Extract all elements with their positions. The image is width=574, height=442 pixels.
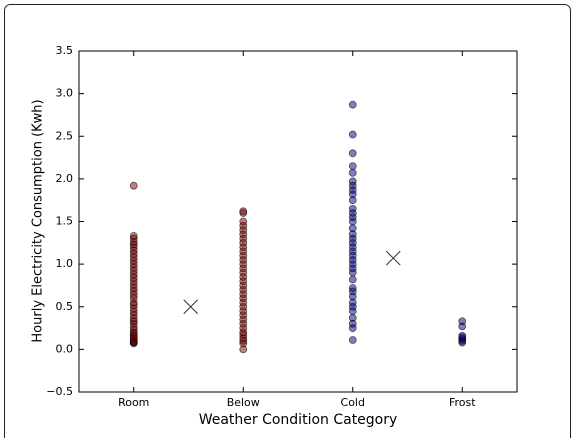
x-marker bbox=[183, 299, 199, 315]
y-tick-label: 3.5 bbox=[56, 44, 74, 57]
y-tick-label: 2.5 bbox=[56, 129, 74, 142]
y-tick-label: 0.5 bbox=[56, 300, 74, 313]
y-tick-label: 1.5 bbox=[56, 215, 74, 228]
point bbox=[458, 331, 467, 340]
x-tick-label: Cold bbox=[341, 396, 365, 409]
x-tick-label: Room bbox=[118, 396, 149, 409]
point bbox=[348, 162, 357, 170]
point bbox=[348, 204, 357, 213]
point bbox=[348, 177, 357, 186]
y-tick-label: −0.5 bbox=[46, 385, 73, 398]
x-tick-label: Below bbox=[227, 396, 260, 409]
y-tick-label: 2.0 bbox=[56, 172, 74, 185]
point bbox=[239, 207, 248, 216]
x-axis-label: Weather Condition Category bbox=[199, 412, 398, 428]
point bbox=[348, 313, 357, 322]
point bbox=[348, 100, 357, 109]
point bbox=[348, 275, 357, 284]
y-tick-label: 3.0 bbox=[56, 87, 74, 100]
point bbox=[348, 169, 357, 177]
point bbox=[129, 232, 138, 240]
point bbox=[348, 149, 357, 158]
point bbox=[348, 224, 357, 233]
frame bbox=[4, 4, 571, 442]
point bbox=[348, 336, 357, 344]
point bbox=[348, 130, 357, 139]
x-tick-label: Frost bbox=[449, 396, 476, 409]
point bbox=[129, 181, 138, 190]
point bbox=[458, 317, 467, 326]
y-axis-label: Hourly Electricity Consumption (Kwh) bbox=[31, 99, 46, 342]
point bbox=[348, 284, 357, 292]
point bbox=[239, 217, 248, 226]
y-tick-label: 1.0 bbox=[56, 257, 74, 270]
x-marker bbox=[385, 250, 401, 266]
y-tick-label: 0.0 bbox=[56, 342, 74, 355]
